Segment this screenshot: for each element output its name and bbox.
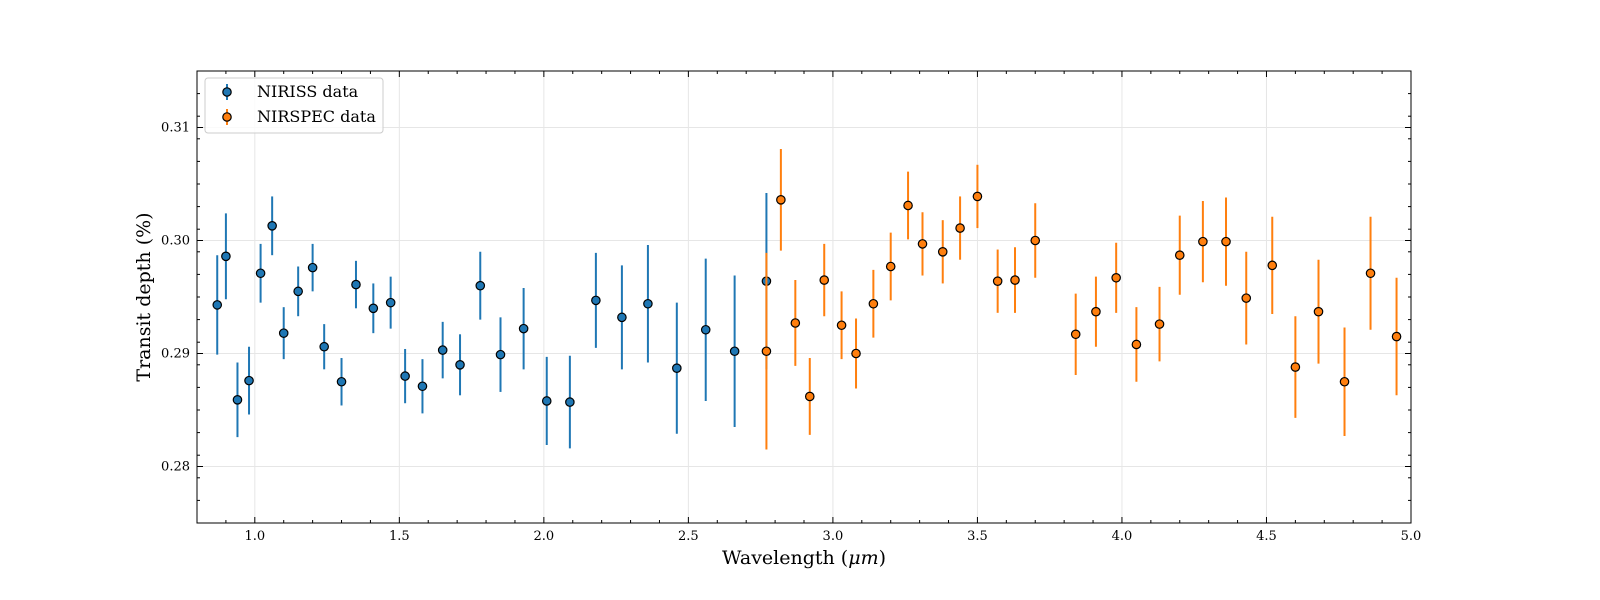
data-point [804, 391, 815, 402]
data-point [385, 297, 396, 308]
y-tick-label: 0.30 [161, 234, 190, 249]
data-point [1111, 272, 1121, 283]
data-point [293, 286, 303, 297]
data-point [1365, 268, 1376, 279]
data-point [212, 300, 223, 310]
data-point [672, 363, 682, 373]
data-point [1174, 250, 1185, 260]
data-point [336, 376, 347, 387]
data-point [400, 371, 410, 381]
data-point [278, 328, 289, 338]
data-point [1030, 235, 1041, 246]
data-point [417, 381, 428, 392]
data-point [1198, 236, 1208, 247]
data-point [776, 195, 786, 205]
data-point [1339, 376, 1350, 387]
data-point [1070, 329, 1081, 340]
x-axis-label-prefix: Wavelength ( [722, 547, 848, 569]
y-tick-label: 0.28 [161, 460, 190, 475]
data-point [1221, 236, 1231, 247]
x-axis-label: Wavelength (μm) [722, 547, 886, 569]
data-point [1241, 293, 1252, 303]
data-point [1091, 306, 1101, 317]
data-point [868, 298, 879, 309]
data-point [819, 275, 830, 285]
legend-label: NIRISS data [257, 82, 359, 101]
data-point [937, 247, 948, 257]
x-axis-label-unit: μm [848, 547, 878, 569]
series-2 [761, 148, 1402, 450]
data-point [455, 359, 465, 370]
x-tick-label: 2.5 [678, 529, 699, 544]
data-point [1313, 306, 1324, 317]
axis-ticks: 1.0 1.5 2.0 2.5 3.0 3.5 4.0 4.5 5.0 0.28 0.29 0.30 0… [161, 70, 1422, 544]
x-tick-label: 1.5 [389, 529, 410, 544]
data-point [244, 375, 254, 386]
legend-marker [222, 87, 232, 97]
data-point [972, 191, 983, 202]
data-point [518, 323, 529, 334]
data-point [836, 320, 847, 331]
data-point [319, 341, 329, 352]
data-point [1290, 362, 1301, 372]
data-points [212, 148, 1402, 450]
legend-label: NIRSPEC data [257, 107, 376, 126]
data-point [761, 346, 772, 357]
legend-marker [222, 112, 232, 122]
data-point [437, 345, 448, 355]
legend-box [204, 77, 384, 134]
data-point [255, 268, 266, 279]
x-tick-label: 5.0 [1401, 529, 1422, 544]
x-axis-label-suffix: ) [879, 547, 886, 569]
x-tick-label: 3.0 [823, 529, 844, 544]
data-point [903, 200, 913, 211]
data-point [917, 239, 928, 249]
data-point [565, 397, 575, 407]
x-tick-label: 3.5 [967, 529, 988, 544]
data-point [307, 262, 318, 273]
data-point [351, 279, 361, 290]
x-tick-label: 4.0 [1112, 529, 1133, 544]
data-point [1131, 339, 1142, 350]
data-point [475, 280, 486, 291]
data-point [729, 346, 740, 357]
data-point [591, 295, 601, 306]
data-point [368, 303, 379, 314]
data-point [495, 349, 506, 360]
y-tick-label: 0.29 [161, 347, 190, 362]
x-tick-label: 2.0 [534, 529, 555, 544]
data-point [232, 395, 243, 405]
data-point [851, 348, 861, 359]
data-point [790, 318, 801, 328]
data-point [541, 396, 552, 406]
data-point [1010, 275, 1020, 285]
plot-frame [196, 70, 1412, 524]
data-point [617, 312, 627, 323]
y-tick-label: 0.31 [161, 121, 190, 136]
data-point [992, 276, 1003, 286]
x-tick-label: 1.0 [244, 529, 265, 544]
data-point [643, 298, 653, 309]
data-point [221, 251, 231, 262]
legend: NIRISS data NIRSPEC data [204, 77, 384, 134]
data-point [1154, 319, 1165, 329]
x-tick-label: 4.5 [1256, 529, 1277, 544]
series-1 [212, 193, 772, 449]
grid-lines [197, 71, 1412, 523]
data-point [955, 223, 965, 233]
data-point [267, 221, 277, 231]
data-point [1267, 260, 1278, 271]
data-point [885, 261, 896, 272]
data-point [1391, 331, 1402, 342]
data-point [700, 324, 711, 335]
y-axis-label: Transit depth (%) [133, 212, 155, 381]
